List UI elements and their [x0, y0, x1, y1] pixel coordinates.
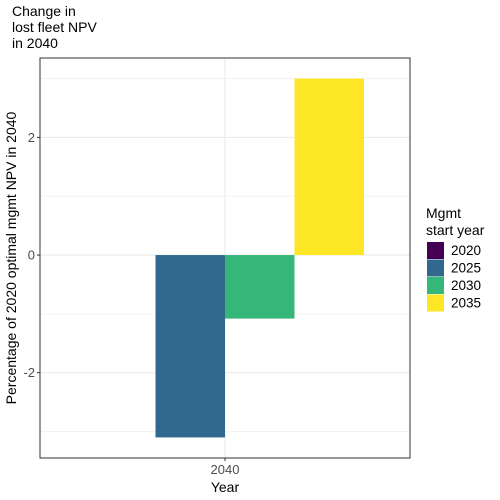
bar-2025-2040 — [155, 255, 225, 438]
y-tick-label: 2 — [28, 130, 35, 145]
y-axis-title: Percentage of 2020 optimal mgmt NPV in 2… — [3, 111, 19, 404]
legend-label-2030: 2030 — [451, 278, 481, 293]
legend-title-line-2: start year — [426, 222, 485, 238]
bar-2035-2040 — [294, 78, 364, 256]
legend-key-2025 — [427, 259, 444, 277]
y-tick-label: 0 — [28, 248, 35, 263]
x-axis-title: Year — [211, 479, 240, 495]
y-tick-label: -2 — [23, 365, 35, 380]
legend-label-2035: 2035 — [451, 296, 481, 311]
legend-items: 2020 2025 2030 2035 — [427, 242, 481, 312]
legend-key-2020 — [427, 242, 444, 259]
chart-title-line-3: in 2040 — [12, 35, 58, 51]
legend-label-2020: 2020 — [451, 243, 481, 258]
legend: Mgmt start year 2020 2025 2030 2035 — [426, 205, 485, 312]
axes: -2 0 2 2040 — [23, 130, 239, 477]
chart-title-line-2: lost fleet NPV — [12, 19, 97, 35]
legend-label-2025: 2025 — [451, 261, 481, 276]
bars — [155, 78, 364, 438]
legend-key-2030 — [427, 277, 444, 294]
chart-title-line-1: Change in — [12, 3, 76, 19]
legend-key-2035 — [427, 294, 444, 312]
legend-title-line-1: Mgmt — [426, 205, 461, 221]
x-tick-label: 2040 — [211, 462, 240, 477]
chart-title: Change in lost fleet NPV in 2040 — [12, 3, 97, 51]
bar-2030-2040 — [225, 255, 295, 319]
